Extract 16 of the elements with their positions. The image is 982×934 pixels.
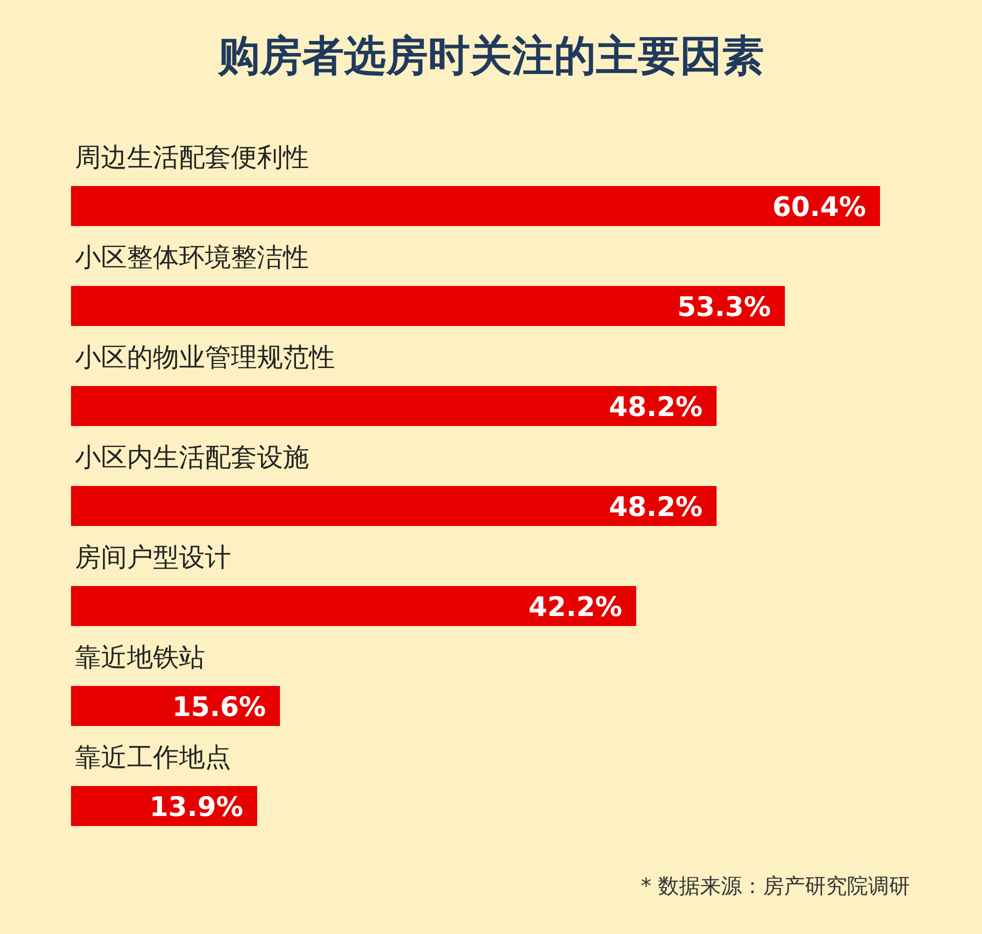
y-tick-label: 靠近工作地点 [75,743,231,773]
text: * 数据来源：房产研究院调研 [640,874,910,898]
chart-title: 购房者选房时关注的主要因素 [217,31,764,80]
y-tick-label: 小区整体环境整洁性 [75,243,309,273]
y-tick-label: 小区内生活配套设施 [75,443,309,473]
data-label: 60.4% [772,192,866,223]
data-label: 48.2% [608,492,703,523]
data-label: 42.2% [528,592,622,623]
data-label: 13.9% [150,792,244,823]
y-tick-label: 小区的物业管理规范性 [75,343,335,373]
y-tick-label: 周边生活配套便利性 [75,143,309,173]
y-tick-label: 靠近地铁站 [75,643,205,673]
data-label: 15.6% [172,692,266,723]
data-label: 53.3% [677,292,771,323]
y-tick-label: 房间户型设计 [75,543,231,573]
data-label: 48.2% [608,392,703,423]
